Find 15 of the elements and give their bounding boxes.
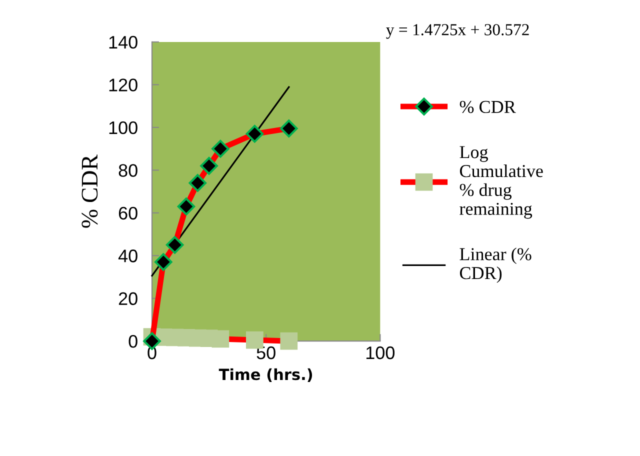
legend-label: Log Cumulative % drug remaining [460, 146, 543, 219]
y-tick-label: 120 [109, 78, 138, 92]
legend-label: % CDR [460, 100, 516, 114]
y-tick-label: 20 [118, 292, 138, 306]
y-tick-label: 140 [109, 36, 138, 49]
x-tick-label: 100 [366, 346, 395, 360]
y-tick-label: 0 [128, 335, 138, 348]
y-tick-label: 60 [118, 206, 138, 220]
legend-label: Linear (% CDR) [460, 248, 532, 283]
y-tick-label: 100 [109, 121, 138, 134]
y-tick-label: 80 [118, 164, 138, 177]
x-axis-title: Time (hrs.) [218, 368, 312, 382]
text: y = 1.4725x + 30.572 [386, 24, 529, 39]
y-tick-label: 40 [118, 250, 138, 262]
y-axis-title: % CDR [82, 154, 98, 228]
